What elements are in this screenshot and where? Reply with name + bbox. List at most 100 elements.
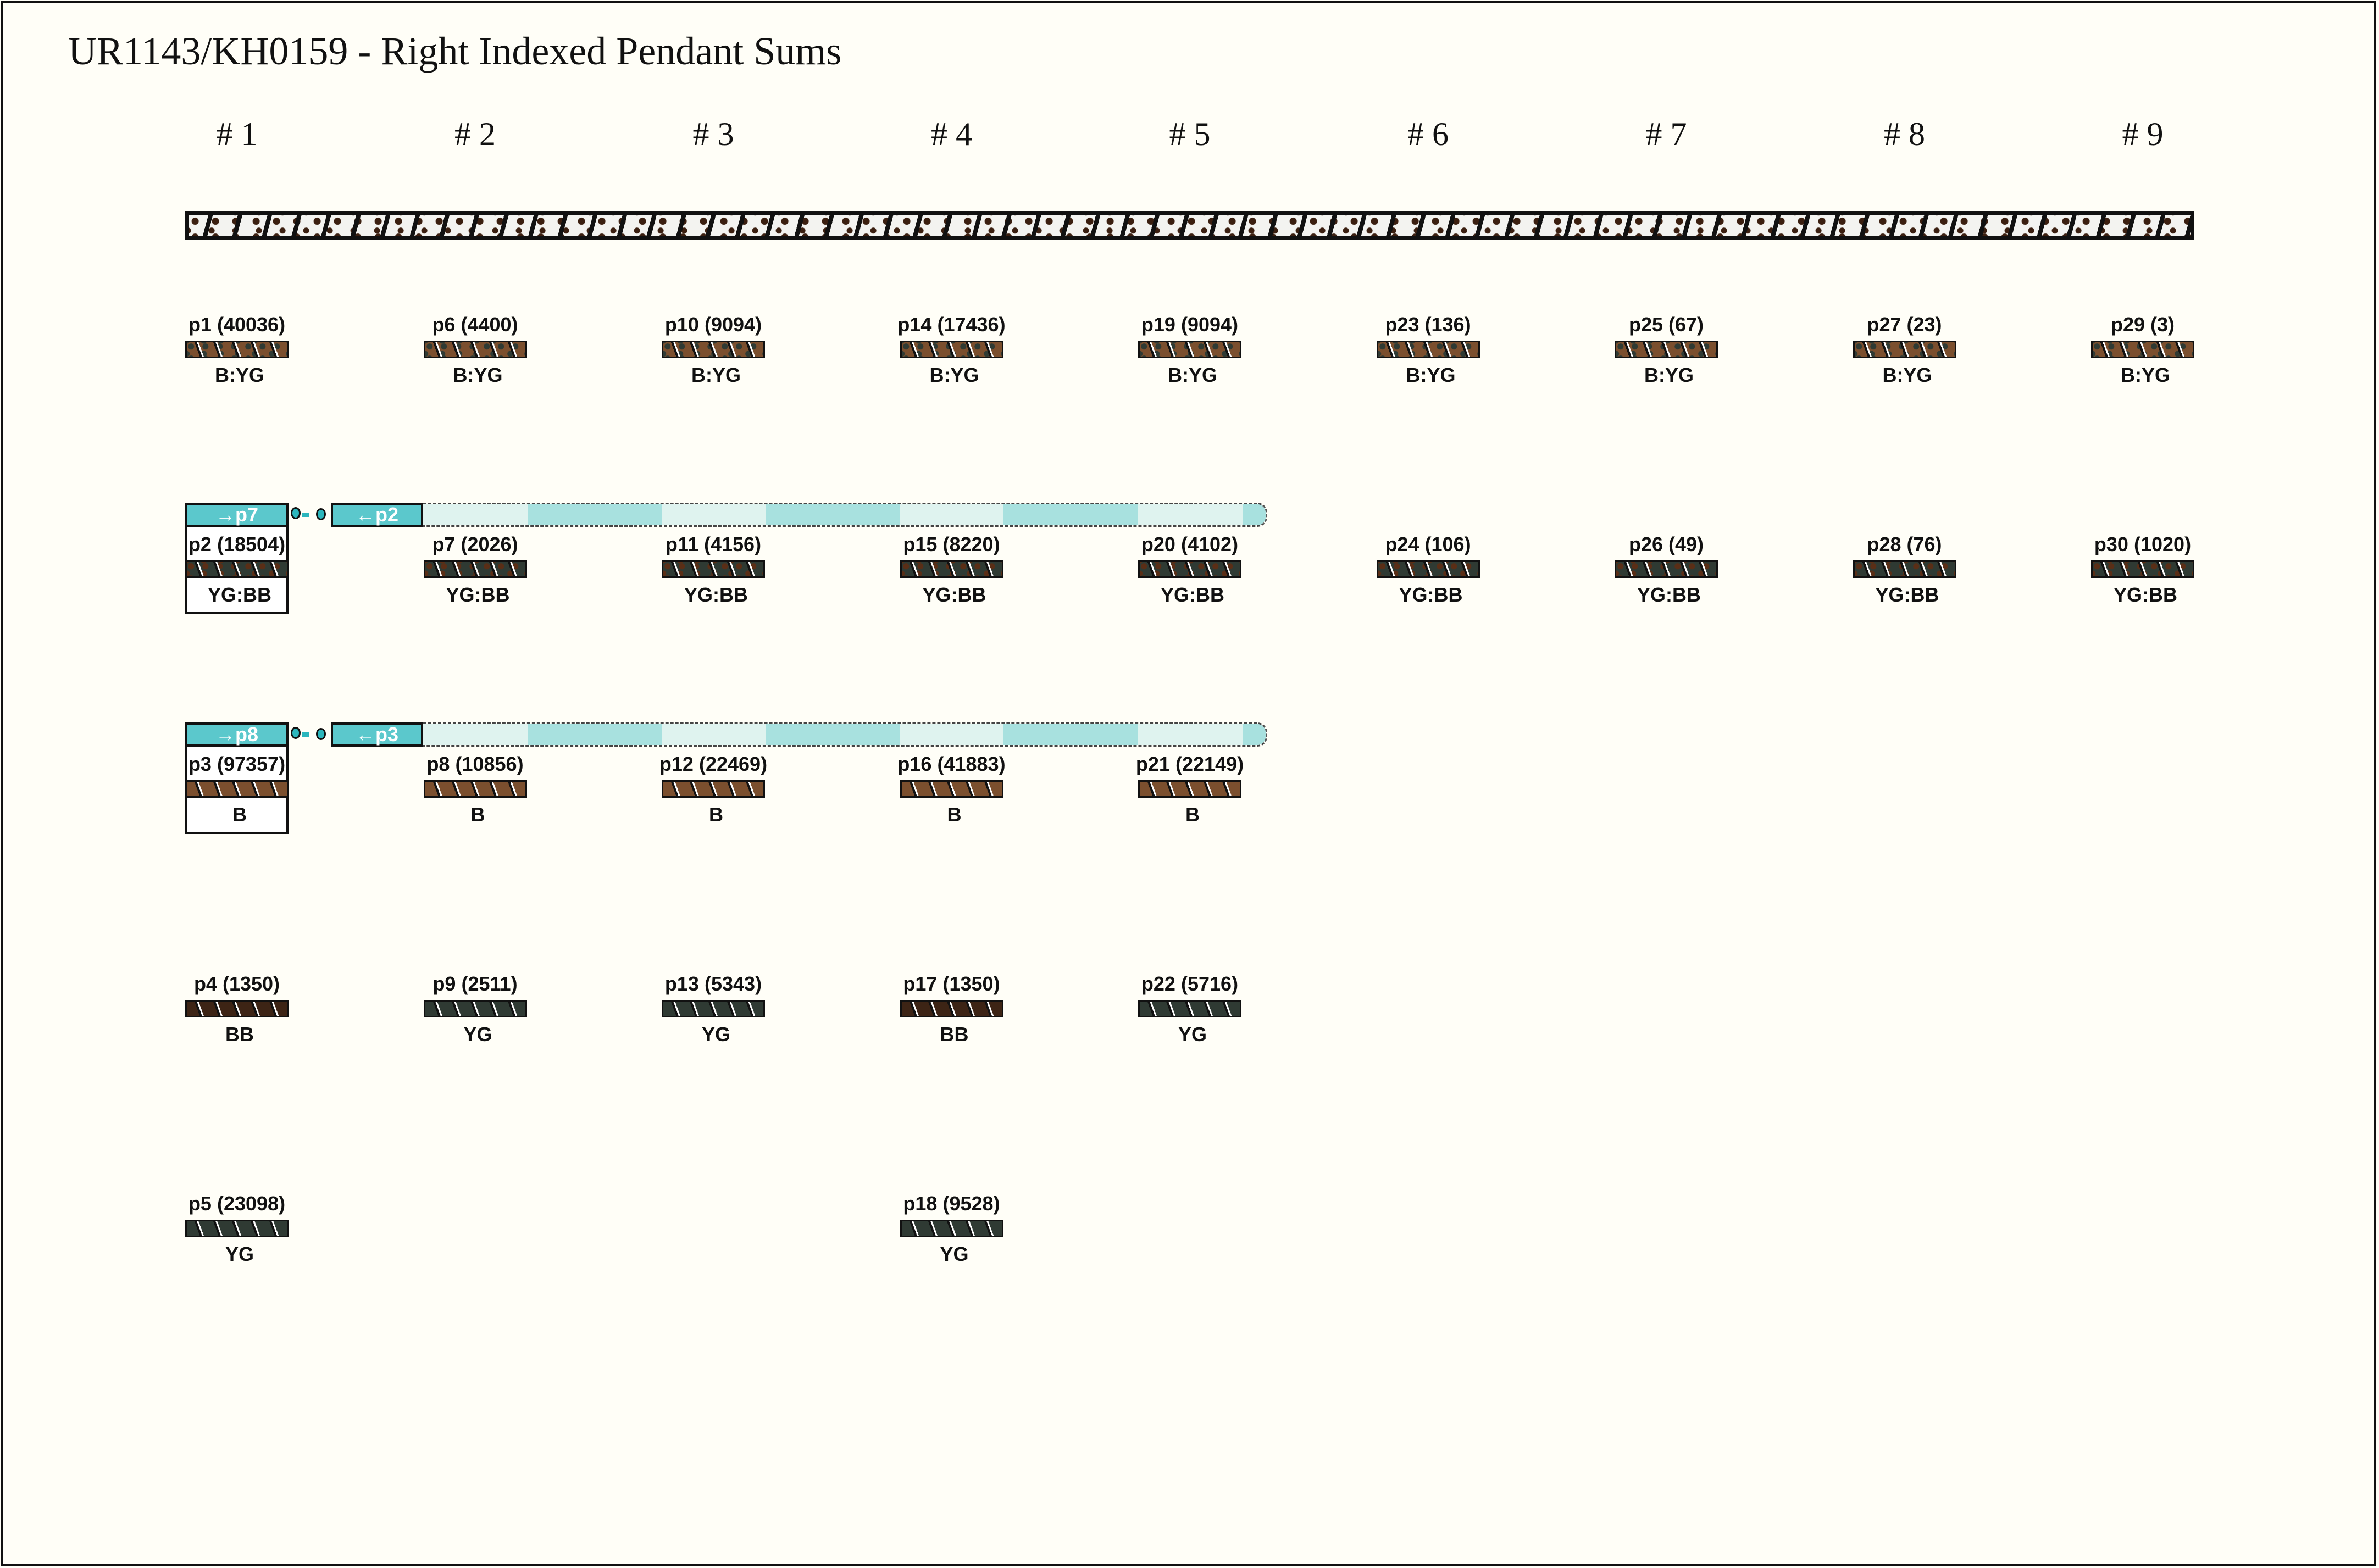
pendant-sum: 4156 (710, 533, 755, 555)
pendant-sum: 22149 (1182, 753, 1238, 775)
pendant-sum: 22469 (705, 753, 761, 775)
link-to-button[interactable]: →p7 (185, 503, 289, 527)
pendant-color-label: BB (940, 1023, 969, 1046)
pendant-color-label: B:YG (691, 364, 741, 386)
link-connector-line (302, 732, 309, 737)
link-from-button[interactable]: ←p2 (331, 503, 423, 527)
pendant-name: p24 (1385, 533, 1419, 555)
pendant-color-label: YG:BB (1875, 583, 1939, 606)
linked-range-band (423, 503, 1267, 527)
pendant-name: p29 (2110, 313, 2145, 336)
pendant-name: p11 (665, 533, 698, 555)
pendant-name: p23 (1385, 313, 1419, 336)
band-segment (423, 504, 528, 525)
pendant-label: p29 (3) (2110, 313, 2175, 336)
pendant-cord (2091, 341, 2194, 358)
pendant-color-label: YG:BB (1637, 583, 1701, 606)
pendant-name: p14 (897, 313, 932, 336)
pendant-name: p13 (664, 972, 699, 995)
pendant-cord (1376, 341, 1480, 358)
pendant-label: p26 (49) (1628, 533, 1704, 555)
group-header: # 9 (2122, 116, 2164, 152)
band-segment (528, 724, 662, 745)
pendant-label: p23 (136) (1385, 313, 1471, 336)
pendant-color-label: B (709, 803, 723, 826)
group-header: # 3 (692, 116, 734, 152)
pendant-color-label: B:YG (929, 364, 979, 386)
pendant-cord (662, 1000, 765, 1017)
link-from-button[interactable]: ←p3 (331, 722, 423, 747)
pendant-cord (1376, 560, 1480, 578)
pendant-cord (662, 560, 765, 578)
pendant-label: p18 (9528) (903, 1192, 1000, 1215)
pendant-name: p6 (432, 313, 456, 336)
pendant-color-label: B (1185, 803, 1200, 826)
pendant-label: p22 (5716) (1141, 972, 1239, 995)
pendant-cord (900, 341, 1003, 358)
pendant-sum: 67 (1675, 313, 1698, 336)
band-segment (900, 724, 1003, 745)
pendant-sum: 5716 (1187, 972, 1232, 995)
pendant-sum: 49 (1675, 533, 1698, 555)
pendant-color-label: YG:BB (922, 583, 986, 606)
link-to-button[interactable]: →p8 (185, 722, 289, 747)
pendant-sum: 1350 (949, 972, 994, 995)
pendant-name: p15 (903, 533, 938, 555)
pendant-name: p5 (188, 1192, 212, 1215)
pendant-cord (1138, 780, 1241, 798)
pendant-name: p2 (188, 533, 212, 555)
pendant-label: p16 (41883) (897, 753, 1006, 775)
pendant-color-label: B (947, 803, 962, 826)
pendant-name: p17 (903, 972, 938, 995)
pendant-name: p12 (659, 753, 694, 775)
pendant-label: p15 (8220) (903, 533, 1000, 555)
link-connector-icon (291, 727, 301, 739)
pendant-cord (1138, 341, 1241, 358)
pendant-label: p30 (1020) (2094, 533, 2192, 555)
pendant-color-label: YG (225, 1243, 254, 1265)
pendant-color-label: YG:BB (684, 583, 748, 606)
group-header: # 8 (1884, 116, 1925, 152)
band-segment (1243, 504, 1266, 525)
pendant-name: p3 (188, 753, 212, 775)
band-segment (900, 504, 1003, 525)
pendant-cord (662, 341, 765, 358)
pendant-color-label: B:YG (453, 364, 503, 386)
pendant-cord (185, 780, 289, 798)
pendant-color-label: B:YG (1644, 364, 1694, 386)
pendant-sum: 97357 (223, 753, 279, 775)
pendant-name: p10 (664, 313, 699, 336)
pendant-color-label: YG:BB (2114, 583, 2177, 606)
pendant-cord (185, 560, 289, 578)
pendant-cord (1853, 341, 1956, 358)
pendant-name: p25 (1628, 313, 1663, 336)
pendant-label: p12 (22469) (659, 753, 768, 775)
pendant-sum: 1350 (229, 972, 274, 995)
link-connector-line (302, 513, 309, 517)
pendant-cord (900, 560, 1003, 578)
pendant-label: p27 (23) (1867, 313, 1942, 336)
pendant-cord (900, 1000, 1003, 1017)
pendant-sum: 23 (1913, 313, 1936, 336)
pendant-sum: 41883 (944, 753, 999, 775)
pendant-sum: 18504 (223, 533, 279, 555)
pendant-sum: 106 (1431, 533, 1465, 555)
pendant-label: p14 (17436) (897, 313, 1006, 336)
pendant-sum: 2511 (468, 972, 511, 995)
pendant-sum: 8220 (949, 533, 994, 555)
pendant-cord (185, 341, 289, 358)
pendant-name: p8 (426, 753, 450, 775)
pendant-cord (1615, 341, 1718, 358)
pendant-cord (185, 1220, 289, 1237)
link-connector-icon (316, 728, 326, 740)
pendant-label: p6 (4400) (432, 313, 518, 336)
band-segment (423, 724, 528, 745)
pendant-color-label: YG:BB (1399, 583, 1463, 606)
pendant-cord (185, 1000, 289, 1017)
pendant-name: p19 (1141, 313, 1175, 336)
pendant-color-label: YG (463, 1023, 492, 1046)
band-segment (1243, 724, 1266, 745)
pendant-sum: 76 (1913, 533, 1936, 555)
pendant-cord (1853, 560, 1956, 578)
pendant-color-label: YG (1178, 1023, 1207, 1046)
